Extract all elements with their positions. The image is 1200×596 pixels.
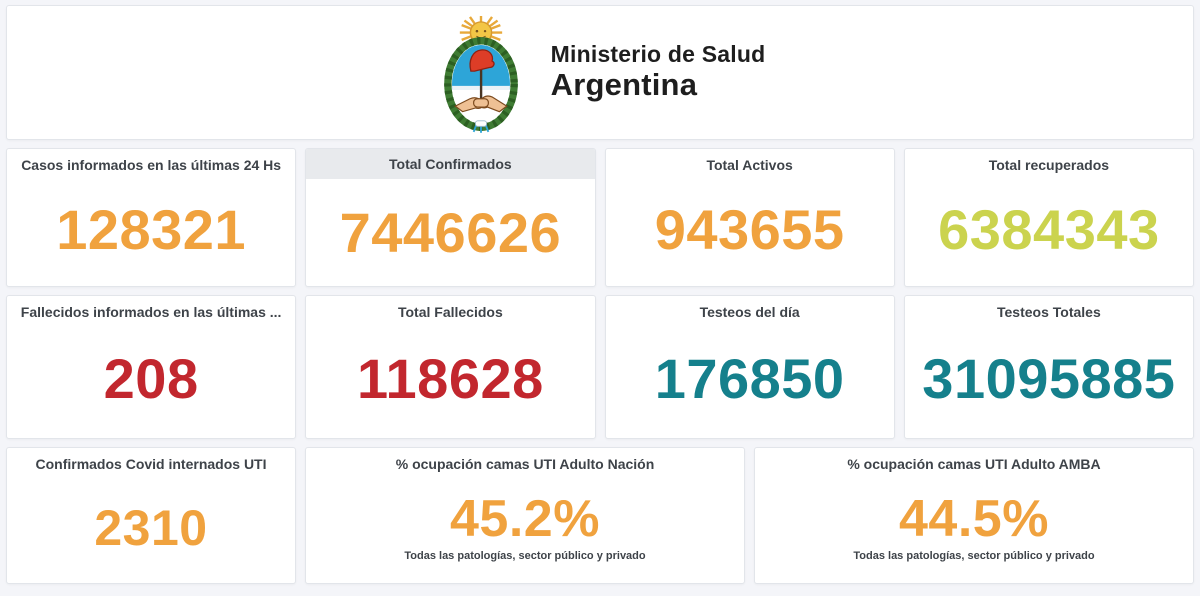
panel-total-activos: Total Activos 943655 [604, 148, 895, 287]
stats-row-2: Fallecidos informados en las últimas ...… [6, 295, 1194, 439]
panel-value: 118628 [356, 347, 544, 410]
panel-value: 128321 [56, 197, 247, 261]
shaking-hands [453, 94, 508, 112]
panel-title[interactable]: Fallecidos informados en las últimas ... [20, 304, 282, 320]
panel-value: 44.5% [899, 490, 1049, 548]
panel-title[interactable]: Casos informados en las últimas 24 Hs [21, 157, 282, 173]
panel-total-confirmados: Total Confirmados 7446626 [305, 148, 596, 287]
panel-testeos-totales: Testeos Totales 31095885 [903, 295, 1194, 439]
panel-fallecidos-24hs: Fallecidos informados en las últimas ...… [6, 295, 297, 439]
panel-casos-informados-24hs: Casos informados en las últimas 24 Hs 12… [6, 148, 297, 287]
panel-ocupacion-uti-nacion: % ocupación camas UTI Adulto Nación 45.2… [305, 447, 745, 584]
ministry-title: Ministerio de Salud Argentina [551, 42, 766, 102]
header-banner: Ministerio de Salud Argentina [6, 5, 1194, 140]
stats-row-3: Confirmados Covid internados UTI 2310 % … [6, 447, 1194, 584]
panel-value: 45.2% [450, 490, 600, 548]
panel-value: 176850 [654, 347, 845, 410]
panel-total-fallecidos: Total Fallecidos 118628 [305, 295, 596, 439]
panel-value: 31095885 [922, 347, 1176, 410]
panel-title[interactable]: Total Confirmados [306, 149, 595, 179]
panel-total-recuperados: Total recuperados 6384343 [903, 148, 1194, 287]
ministry-name: Ministerio de Salud [550, 41, 766, 68]
panel-title[interactable]: Total recuperados [988, 157, 1110, 173]
stats-row-1: Casos informados en las últimas 24 Hs 12… [6, 148, 1194, 287]
panel-title[interactable]: Confirmados Covid internados UTI [35, 456, 267, 472]
panel-testeos-del-dia: Testeos del día 176850 [604, 295, 895, 439]
panel-title[interactable]: Total Fallecidos [397, 304, 503, 320]
panel-subtitle: Todas las patologías, sector público y p… [853, 550, 1095, 562]
panel-ocupacion-uti-amba: % ocupación camas UTI Adulto AMBA 44.5% … [754, 447, 1194, 584]
panel-value: 208 [103, 347, 199, 410]
panel-value: 2310 [94, 499, 208, 556]
panel-title[interactable]: Testeos del día [699, 304, 800, 320]
panel-confirmados-uti: Confirmados Covid internados UTI 2310 [6, 447, 296, 584]
panel-title[interactable]: Total Activos [706, 157, 793, 173]
panel-subtitle: Todas las patologías, sector público y p… [404, 550, 646, 562]
argentina-coat-of-arms-logo [443, 15, 518, 133]
country-name: Argentina [550, 67, 698, 103]
panel-value: 6384343 [938, 197, 1160, 261]
ministry-brand: Ministerio de Salud Argentina [435, 12, 766, 134]
panel-title[interactable]: % ocupación camas UTI Adulto Nación [395, 456, 655, 472]
panel-value: 7446626 [339, 200, 562, 264]
panel-title[interactable]: % ocupación camas UTI Adulto AMBA [847, 456, 1101, 472]
panel-value: 943655 [654, 197, 845, 261]
panel-title[interactable]: Testeos Totales [997, 304, 1101, 320]
